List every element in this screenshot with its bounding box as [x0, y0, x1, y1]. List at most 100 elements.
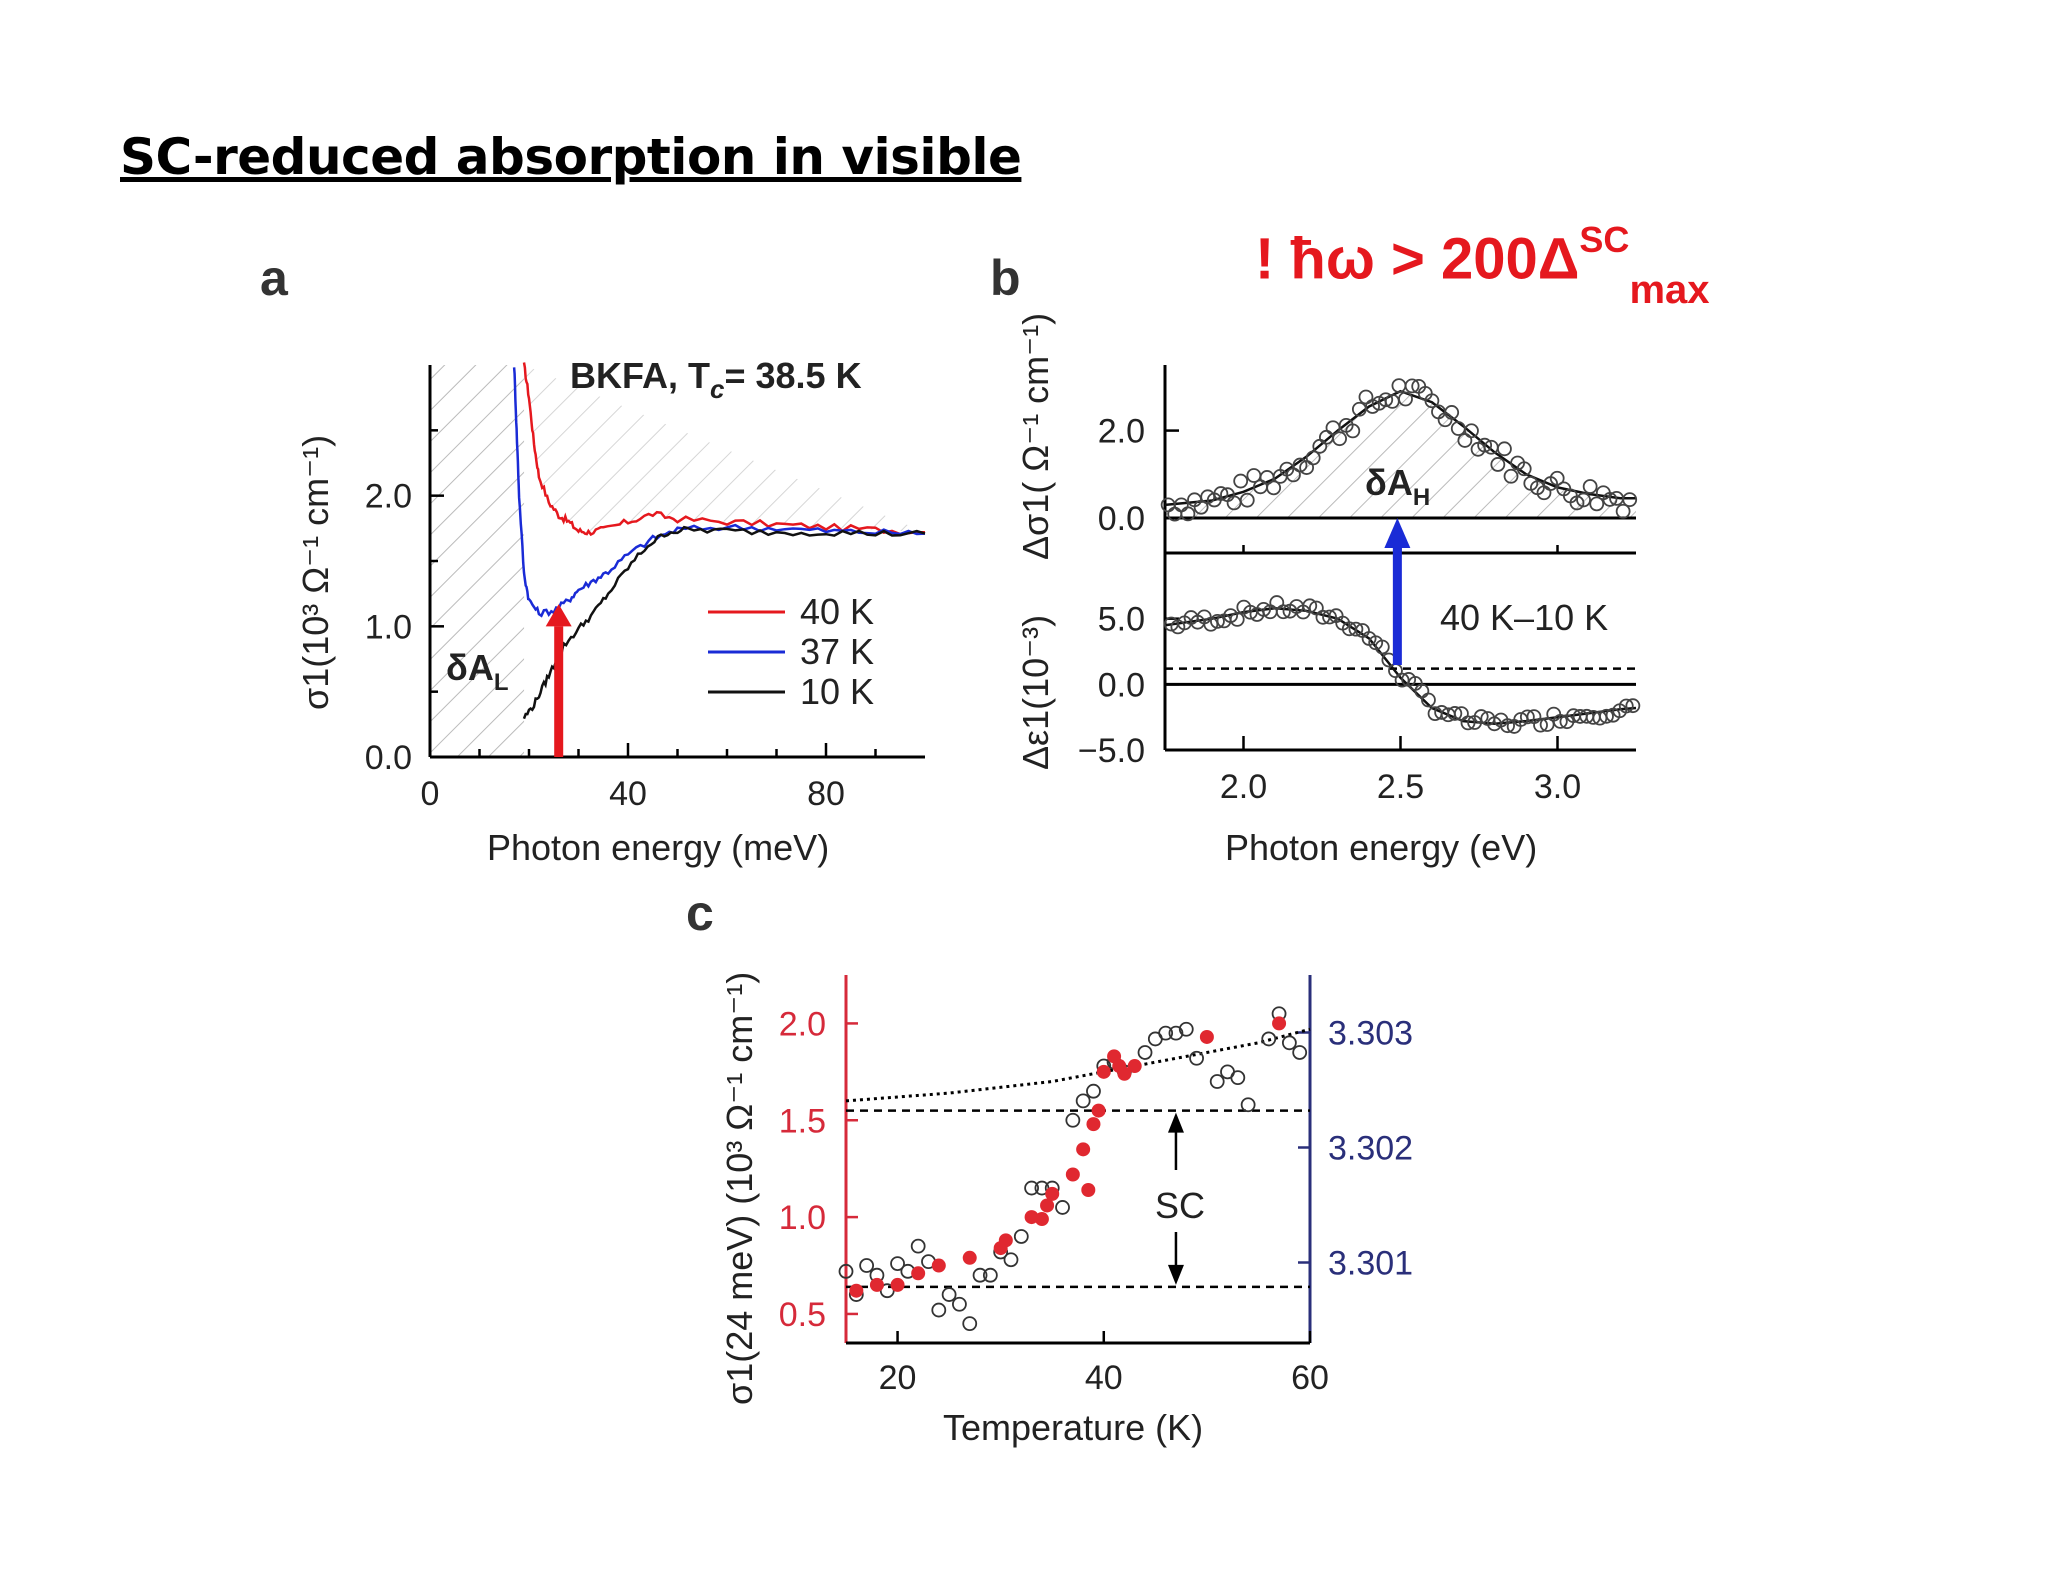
panel-a-legend-label: 40 K: [800, 591, 874, 632]
panel-b-bottom-point: [1599, 708, 1614, 724]
panel-b-ylabel-bottom: Δε1(10⁻³): [1015, 615, 1056, 770]
panel-a-y-tick-label: 0.0: [365, 739, 412, 777]
panel-c-filled-point: [1040, 1198, 1055, 1213]
panel-c-filled-point: [1065, 1167, 1080, 1182]
panel-c-filled-point: [1199, 1029, 1214, 1044]
panel-b-bottom-point: [1421, 692, 1436, 708]
panel-b-top-point: [1358, 389, 1374, 405]
panel-b-top-point: [1180, 506, 1196, 522]
panel-b-x-tick-label: 3.0: [1534, 768, 1581, 806]
panel-b-top-point: [1622, 492, 1638, 508]
energy-note-sup: SC: [1579, 219, 1630, 260]
panel-b-region-label: δAH: [1365, 462, 1430, 511]
panel-a-letter: a: [260, 250, 289, 306]
panel-b-top-point: [1490, 457, 1506, 472]
panel-b-letter: b: [990, 250, 1021, 306]
panel-b-top-y-tick-label: 2.0: [1098, 413, 1145, 451]
panel-b-top-point: [1444, 405, 1460, 420]
panel-c-open-point: [1178, 1021, 1194, 1037]
panel-b-x-tick-label: 2.0: [1220, 768, 1267, 806]
panel-a-ylabel: σ1(10³ Ω⁻¹ cm⁻¹): [295, 435, 336, 710]
panel-c-open-point: [1086, 1083, 1101, 1099]
panel-c-open-point: [1137, 1045, 1153, 1060]
panel-c-open-point: [838, 1263, 854, 1279]
panel-a-annotation-value: = 38.5 K: [724, 355, 861, 396]
panel-c-open-point: [1003, 1252, 1019, 1268]
panel-a-series-line: [512, 367, 926, 618]
panel-c-sc-arrowhead-up: [1167, 1112, 1184, 1133]
panel-b-bottom-point: [1500, 718, 1515, 734]
panel-c-filled-point: [1086, 1117, 1101, 1132]
panel-a-region-label: δAL: [446, 647, 509, 696]
panel-c-open-point: [1261, 1031, 1277, 1047]
panel-b-hatched-area: [1165, 391, 1636, 519]
panel-b-bottom-point: [1322, 609, 1337, 625]
panel-c-filled-point: [890, 1277, 905, 1292]
panel-c-annotation: SC: [1155, 1185, 1205, 1226]
panel-b-blue-arrow-head: [1384, 518, 1411, 548]
panel-b-bottom-point: [1394, 672, 1410, 688]
panel-b-bottom-point: [1302, 598, 1318, 614]
panel-a-y-tick-label: 2.0: [365, 478, 412, 516]
panel-b-bottom-y-tick-label: 5.0: [1098, 601, 1145, 639]
panel-c-xlabel: Temperature (K): [943, 1407, 1203, 1448]
panel-c-letter: c: [686, 885, 714, 941]
panel-c-open-point: [1189, 1050, 1204, 1066]
panel-b-top-point: [1602, 492, 1618, 507]
panel-c-open-point: [890, 1256, 905, 1271]
panel-c-filled-point: [998, 1233, 1013, 1248]
panel-c-left-tick-label: 1.5: [779, 1102, 826, 1140]
panel-b-top-point: [1398, 391, 1413, 407]
panel-a-chart: 0 40 80 0.0 1.0 2.0 40 K37 K10 K: [365, 362, 926, 813]
panel-c-open-point: [982, 1267, 998, 1283]
panel-c-open-point: [1209, 1074, 1225, 1089]
energy-note-sub: max: [1629, 267, 1710, 312]
panel-b-top-point: [1292, 457, 1308, 473]
panel-b-top-point: [1503, 468, 1519, 484]
panel-a-x-tick-label: 0: [421, 775, 440, 813]
panel-c-filled-point: [1076, 1142, 1091, 1157]
panel-b-top-point: [1576, 492, 1591, 508]
panel-c-filled-point: [1117, 1066, 1132, 1081]
panel-c-open-point: [962, 1316, 978, 1332]
energy-note-text: ! ħω > 200Δ: [1255, 226, 1580, 292]
panel-a-gap-hatch: [524, 365, 925, 533]
panel-a-region-label-main: δA: [446, 647, 494, 688]
panel-b-top-point: [1477, 437, 1493, 453]
panel-c-chart: 20 40 60 0.5 1.0 1.5 2.0 3.301 3.302 3.303: [779, 975, 1413, 1397]
panel-b-top-y-tick-label: 0.0: [1098, 500, 1145, 538]
panel-c-filled-point: [1127, 1059, 1142, 1074]
panel-b-bottom-point: [1275, 604, 1291, 620]
panel-b-top-point: [1266, 480, 1282, 496]
panel-c-open-point: [1075, 1093, 1091, 1109]
panel-c-filled-point: [911, 1266, 926, 1281]
panel-c-filled-point: [1045, 1186, 1060, 1201]
panel-b-chart: 2.0 2.5 3.0 0.0 2.0 −5.0 0.0 5.0: [1078, 365, 1641, 806]
panel-b-top-point: [1233, 473, 1249, 489]
panel-b-bottom-point: [1256, 601, 1271, 617]
panel-b-bottom-point: [1625, 698, 1641, 714]
panel-c-filled-point: [931, 1258, 946, 1273]
panel-a-annotation-sub: c: [710, 374, 725, 404]
panel-c-open-point: [1158, 1025, 1174, 1041]
panel-c-filled-point: [1034, 1212, 1049, 1227]
panel-c-filled-point: [1096, 1064, 1111, 1079]
panel-b-top-point: [1615, 503, 1631, 519]
panel-c-open-point: [1292, 1045, 1308, 1060]
panel-b-bottom-point: [1552, 713, 1568, 729]
panel-c-open-point: [1240, 1097, 1256, 1113]
panel-a-region-label-sub: L: [494, 669, 509, 696]
panel-b-bottom-point: [1460, 715, 1476, 731]
panel-c-right-tick-label: 3.303: [1328, 1015, 1413, 1053]
panel-b-bottom-point: [1618, 698, 1634, 714]
panel-b-legend: 40 K–10 K: [1440, 597, 1608, 638]
panel-c-open-point: [931, 1302, 947, 1318]
panel-c-filled-point: [1272, 1016, 1287, 1031]
panel-b-region-label-main: δA: [1365, 462, 1413, 503]
panel-c-ylabel: σ1(24 meV) (10³ Ω⁻¹ cm⁻¹): [719, 972, 760, 1405]
panel-c-open-point: [1230, 1070, 1246, 1086]
panel-a-x-tick-label: 40: [609, 775, 647, 813]
panel-c-open-point: [972, 1267, 988, 1283]
panel-c-right-tick-label: 3.302: [1328, 1130, 1413, 1168]
